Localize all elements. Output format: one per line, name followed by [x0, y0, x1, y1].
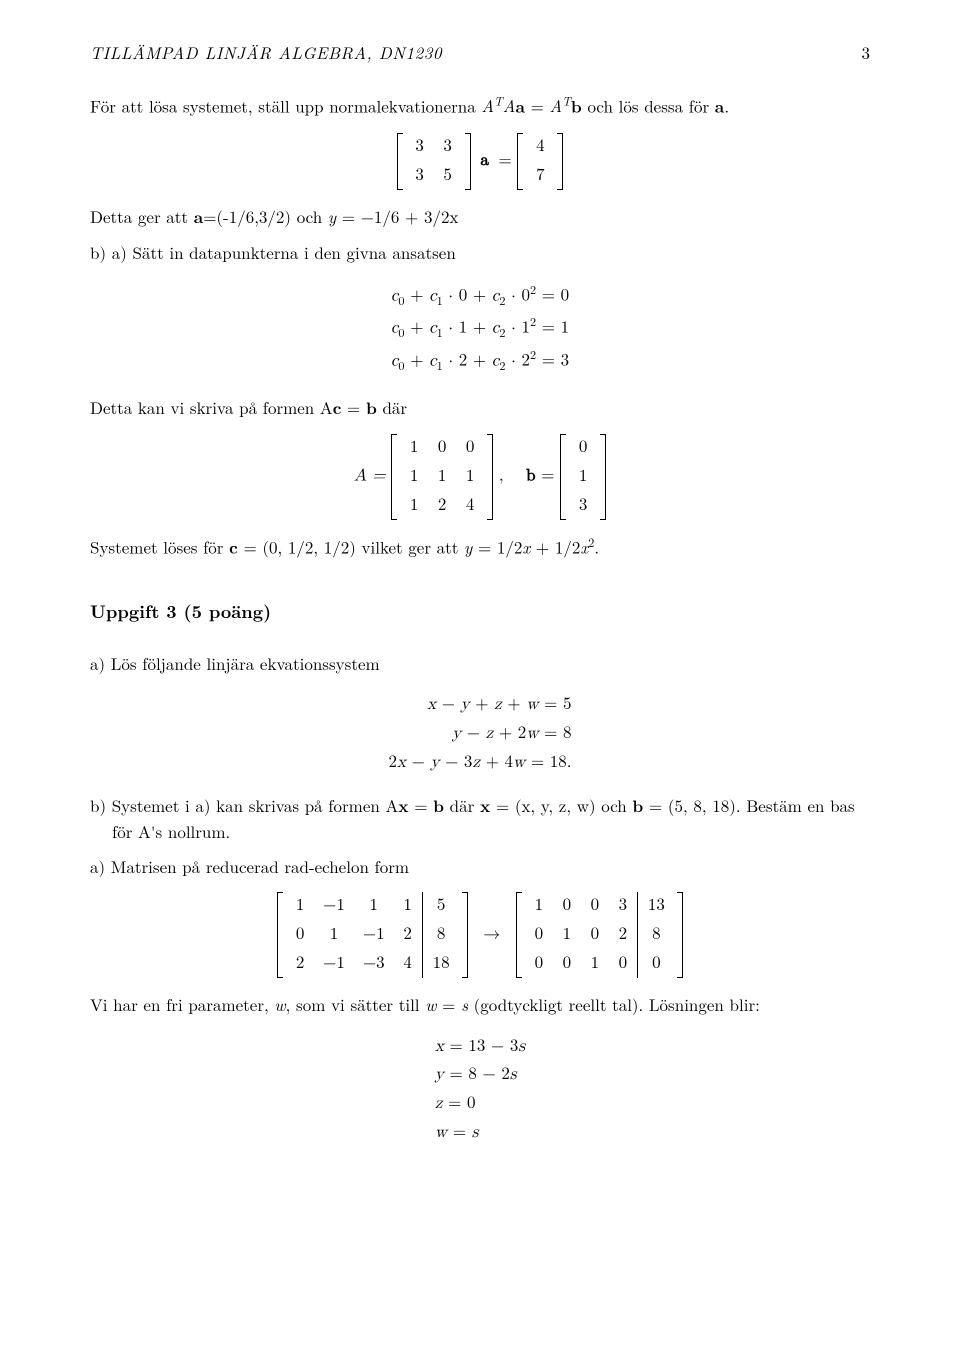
system-c-equations: c0 + c1 · 0 + c2 · 02 = 0 c0 + c1 · 1 + …: [90, 279, 870, 381]
linear-system-xyzw: x − y + z + w = 5 y − z + 2w = 8 2x − y …: [90, 689, 870, 779]
heading-uppgift-3: Uppgift 3 (5 poäng): [90, 599, 870, 625]
intro-paragraph: För att lösa systemet, ställ upp normale…: [90, 93, 870, 119]
free-param-line: Vi har en fri parameter, w, som vi sätte…: [90, 992, 870, 1017]
matrix-47: 47: [517, 133, 563, 190]
aug-matrix-left: 1−1115 01−128 2−1−3418: [277, 892, 467, 978]
form-Ac-b-line: Detta kan vi skriva på formen Ac = b där: [90, 395, 870, 421]
matrix-b: 0 1 3: [560, 434, 606, 520]
part-b-a-line: b) a) Sätt in datapunkterna i den givna …: [90, 240, 870, 265]
result-a-line: Detta ger att a=(-1/6,3/2) och y = −1/6 …: [90, 204, 870, 230]
rre-matrices: 1−1115 01−128 2−1−3418 → 100313 01028 00…: [90, 892, 870, 978]
A-b-definition: A = 100 111 124 , b = 0 1 3: [90, 434, 870, 520]
solution-equations: x = 13 − 3s y = 8 − 2s z = 0 w = s: [90, 1031, 870, 1150]
item-3a: a) Lös följande linjära ekvationssystem: [112, 651, 870, 676]
matrix-A: 100 111 124: [391, 434, 493, 520]
normal-equations-matrix: 33 35 a = 47: [90, 133, 870, 190]
item-3b: b) Systemet i a) kan skrivas på formen A…: [112, 793, 870, 843]
aug-matrix-right: 100313 01028 00100: [516, 892, 683, 978]
page-number: 3: [862, 40, 871, 65]
matrix-3335: 33 35: [397, 133, 471, 190]
page-header: TILLÄMPAD LINJÄR ALGEBRA, DN1230 3: [90, 40, 870, 65]
arrow-icon: →: [473, 926, 510, 943]
header-title: TILLÄMPAD LINJÄR ALGEBRA, DN1230: [90, 40, 442, 65]
system-solved-line: Systemet löses för c = (0, 1/2, 1/2) vil…: [90, 534, 870, 560]
rre-line: a) Matrisen på reducerad rad-echelon for…: [90, 854, 870, 879]
